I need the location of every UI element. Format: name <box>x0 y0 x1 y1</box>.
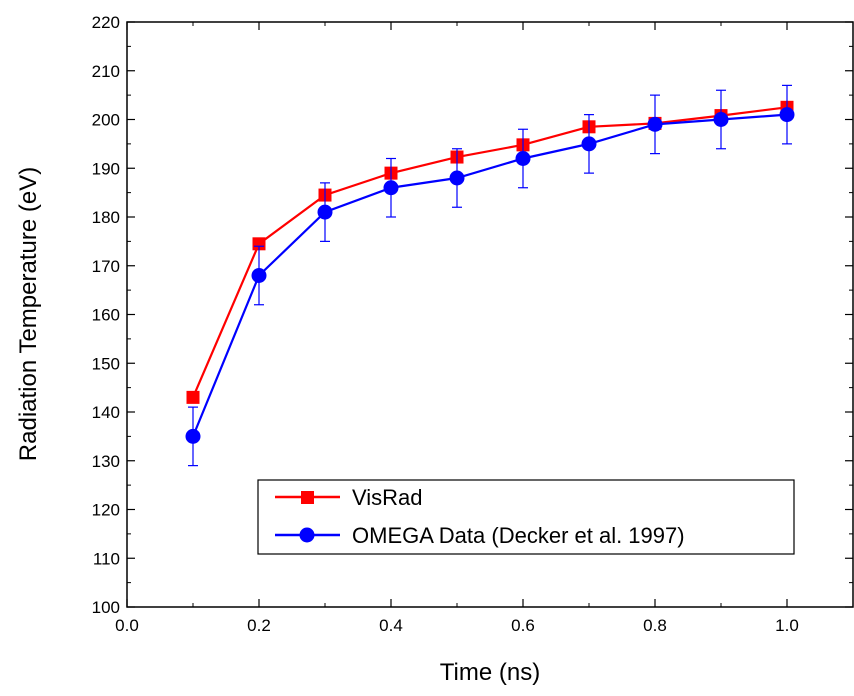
y-tick-label: 210 <box>92 62 120 81</box>
legend-marker-omega <box>299 527 315 543</box>
y-tick-label: 160 <box>92 306 120 325</box>
y-tick-label: 190 <box>92 159 120 178</box>
data-point <box>252 237 266 251</box>
data-point <box>779 107 795 123</box>
series-visrad <box>186 100 794 404</box>
y-tick-label: 180 <box>92 208 120 227</box>
series-omega <box>185 84 795 467</box>
legend-marker-visrad <box>301 491 314 504</box>
data-point <box>186 390 200 404</box>
series-layer <box>185 84 795 467</box>
y-tick-label: 130 <box>92 452 120 471</box>
x-tick-label: 0.4 <box>379 616 403 635</box>
y-tick-label: 200 <box>92 111 120 130</box>
legend-label-visrad: VisRad <box>352 485 423 510</box>
data-point <box>185 428 201 444</box>
x-tick-label: 1.0 <box>775 616 799 635</box>
x-tick-label: 0.8 <box>643 616 667 635</box>
data-point <box>317 204 333 220</box>
y-tick-label: 140 <box>92 403 120 422</box>
data-point <box>581 136 597 152</box>
y-tick-label: 150 <box>92 354 120 373</box>
data-point <box>713 112 729 127</box>
y-tick-label: 120 <box>92 501 120 520</box>
legend: VisRad OMEGA Data (Decker et al. 1997) <box>257 479 795 555</box>
legend-box <box>257 479 795 555</box>
axis-ticks: 100 110 120 130 140 150 160 170 180 190 200 210 220 0… <box>92 13 854 635</box>
legend-label-omega: OMEGA Data (Decker et al. 1997) <box>352 523 685 548</box>
series-line <box>191 106 788 398</box>
series-line <box>191 113 788 437</box>
x-tick-label: 0.6 <box>511 616 535 635</box>
x-tick-label: 0.0 <box>115 616 139 635</box>
data-point <box>449 170 465 186</box>
x-tick-label: 0.2 <box>247 616 271 635</box>
data-point <box>647 116 663 132</box>
x-axis-title: Time (ns) <box>440 659 540 686</box>
y-tick-label: 170 <box>92 257 120 276</box>
y-tick-label: 220 <box>92 13 120 32</box>
y-axis-title: Radiation Temperature (eV) <box>15 167 42 461</box>
data-point <box>251 268 267 283</box>
data-point <box>383 180 399 196</box>
y-tick-label: 100 <box>92 598 120 617</box>
y-tick-label: 110 <box>93 549 120 568</box>
data-point <box>515 151 531 166</box>
